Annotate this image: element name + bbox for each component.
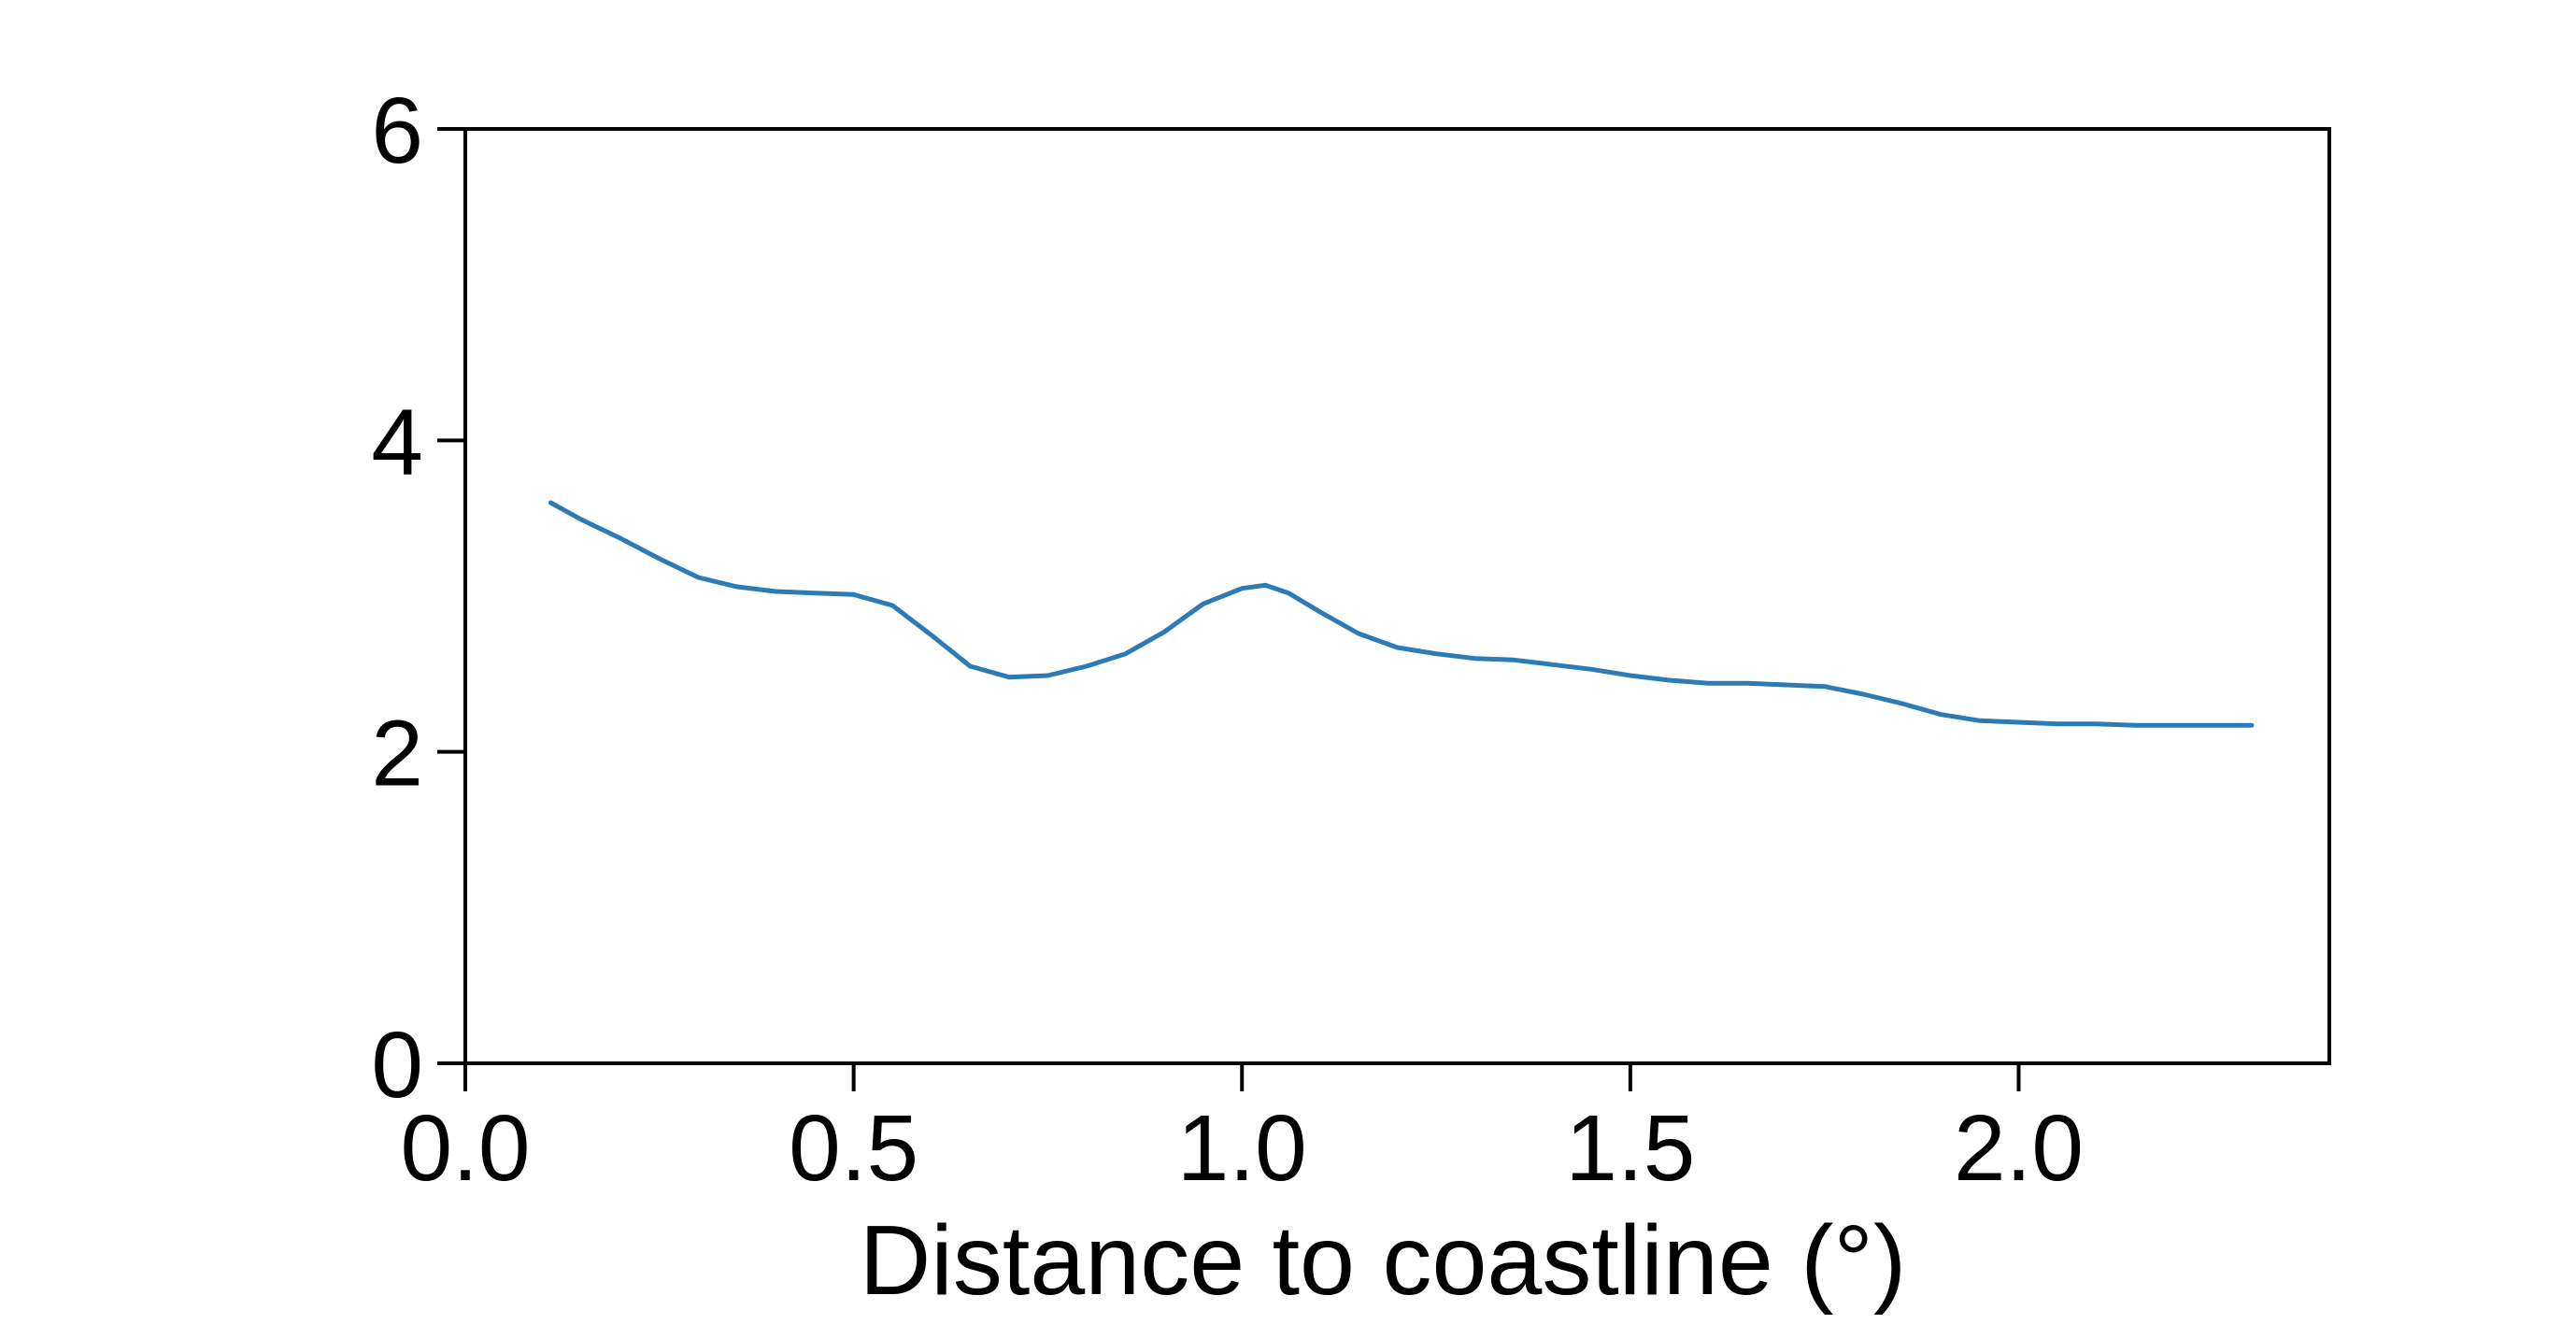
x-tick-label: 1.5: [1565, 1096, 1695, 1201]
x-tick-label: 2.0: [1954, 1096, 2084, 1201]
series-line: [548, 500, 2255, 728]
y-tick-label: 0: [371, 1013, 423, 1118]
x-axis-title: Distance to coastline (°): [860, 1205, 1907, 1316]
y-tick-label: 4: [371, 390, 423, 494]
plot-area: 0.0 0.5 1.0 1.5 2.0 0 2 4 6: [371, 78, 2331, 1201]
x-tick-label: 0.0: [400, 1096, 530, 1201]
y-tick-label: 2: [371, 702, 423, 806]
x-tick-label: 0.5: [789, 1096, 918, 1201]
y-tick-label: 6: [371, 78, 423, 183]
plot-frame: [463, 127, 2331, 1065]
x-tick-label: 1.0: [1177, 1096, 1307, 1201]
